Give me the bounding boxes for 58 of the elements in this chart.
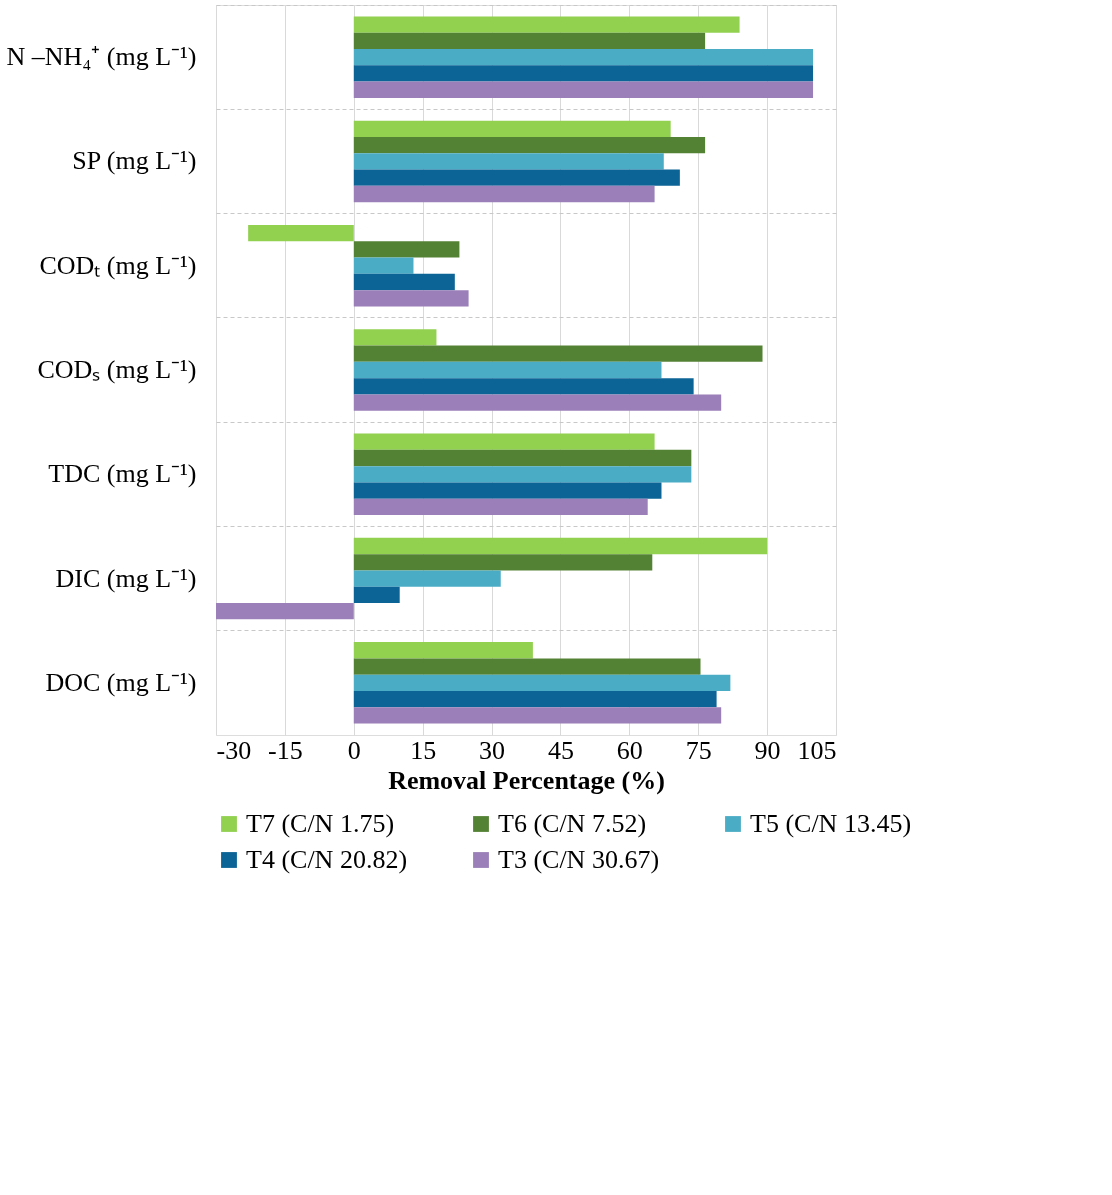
x-tick-label: -15 [268, 735, 303, 765]
y-tick-label: N –NH₄⁺ (mg L⁻¹) [6, 42, 197, 72]
bar [353, 570, 501, 587]
legend-label: T7 (C/N 1.75) [246, 809, 395, 838]
bar [353, 554, 653, 571]
bar [353, 185, 655, 203]
bar [353, 290, 469, 307]
x-tick-label: 30 [479, 735, 506, 765]
bar [353, 642, 533, 659]
bar [353, 169, 680, 186]
bar [353, 257, 414, 274]
bar [248, 224, 354, 242]
y-tick-label: CODₜ (mg L⁻¹) [39, 250, 197, 280]
x-tick-label: -30 [216, 735, 252, 765]
bar [353, 674, 731, 691]
bar [353, 707, 722, 724]
y-tick-label: DIC (mg L⁻¹) [55, 563, 197, 593]
y-tick-label: DOC (mg L⁻¹) [45, 667, 197, 697]
bar [353, 273, 455, 291]
bar [353, 449, 692, 467]
x-tick-label: 60 [616, 735, 643, 765]
bar [353, 81, 814, 98]
bar [353, 482, 662, 499]
x-tick-label: 0 [347, 735, 361, 765]
bar [353, 691, 717, 708]
bar [353, 136, 706, 154]
bar [353, 120, 671, 137]
y-tick-label: SP (mg L⁻¹) [72, 146, 197, 176]
x-tick-label: 90 [754, 735, 781, 765]
bar [353, 498, 648, 516]
bar [353, 329, 437, 346]
bar [353, 394, 722, 411]
bar [353, 241, 460, 258]
x-tick-label: 15 [410, 735, 437, 765]
bar [353, 658, 701, 675]
legend-label: T3 (C/N 30.67) [498, 845, 660, 874]
bar [353, 466, 692, 483]
bar [353, 345, 763, 362]
bar [353, 433, 655, 450]
bar [353, 65, 814, 82]
bar [353, 537, 768, 555]
bar [353, 586, 400, 604]
y-tick-label: TDC (mg L⁻¹) [48, 459, 197, 489]
bar [353, 49, 814, 66]
bar [353, 378, 694, 395]
y-tick-label: CODₛ (mg L⁻¹) [37, 355, 197, 384]
legend-label: T5 (C/N 13.45) [750, 809, 912, 838]
x-tick-label: 45 [547, 735, 574, 765]
legend-label: T6 (C/N 7.52) [498, 809, 647, 838]
bar [353, 32, 706, 49]
x-axis-title: Removal Percentage (%) [388, 765, 665, 795]
bar [353, 153, 664, 170]
x-tick-label: 75 [685, 735, 712, 765]
bar [353, 16, 740, 33]
legend-label: T4 (C/N 20.82) [246, 845, 408, 874]
x-tick-label: 105 [797, 735, 837, 765]
bar [216, 603, 354, 620]
bar [353, 361, 662, 379]
